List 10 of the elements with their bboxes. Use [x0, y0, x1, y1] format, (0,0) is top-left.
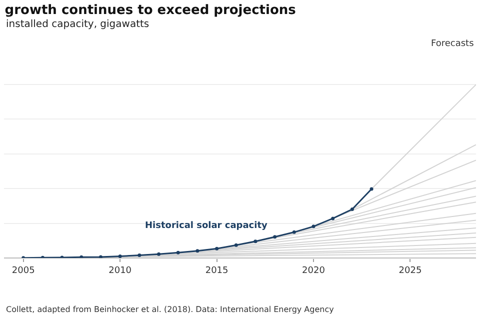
annotation: Historical solar capacity	[145, 221, 268, 231]
chart-title: growth continues to exceed projections	[4, 2, 296, 18]
chart-subtitle: installed capacity, gigawatts	[6, 19, 150, 30]
x-tick-label: 2005	[12, 266, 35, 276]
x-tick-label: 2010	[108, 266, 132, 276]
x-tick-label: 2025	[398, 266, 422, 276]
text: Forecasts	[431, 39, 474, 49]
x-tick-label: 2020	[302, 266, 326, 276]
text: Collett, adapted from Beinhocker et al. (2018). Data: International Energy Agency	[6, 305, 334, 314]
x-tick-label: 2015	[205, 266, 228, 276]
